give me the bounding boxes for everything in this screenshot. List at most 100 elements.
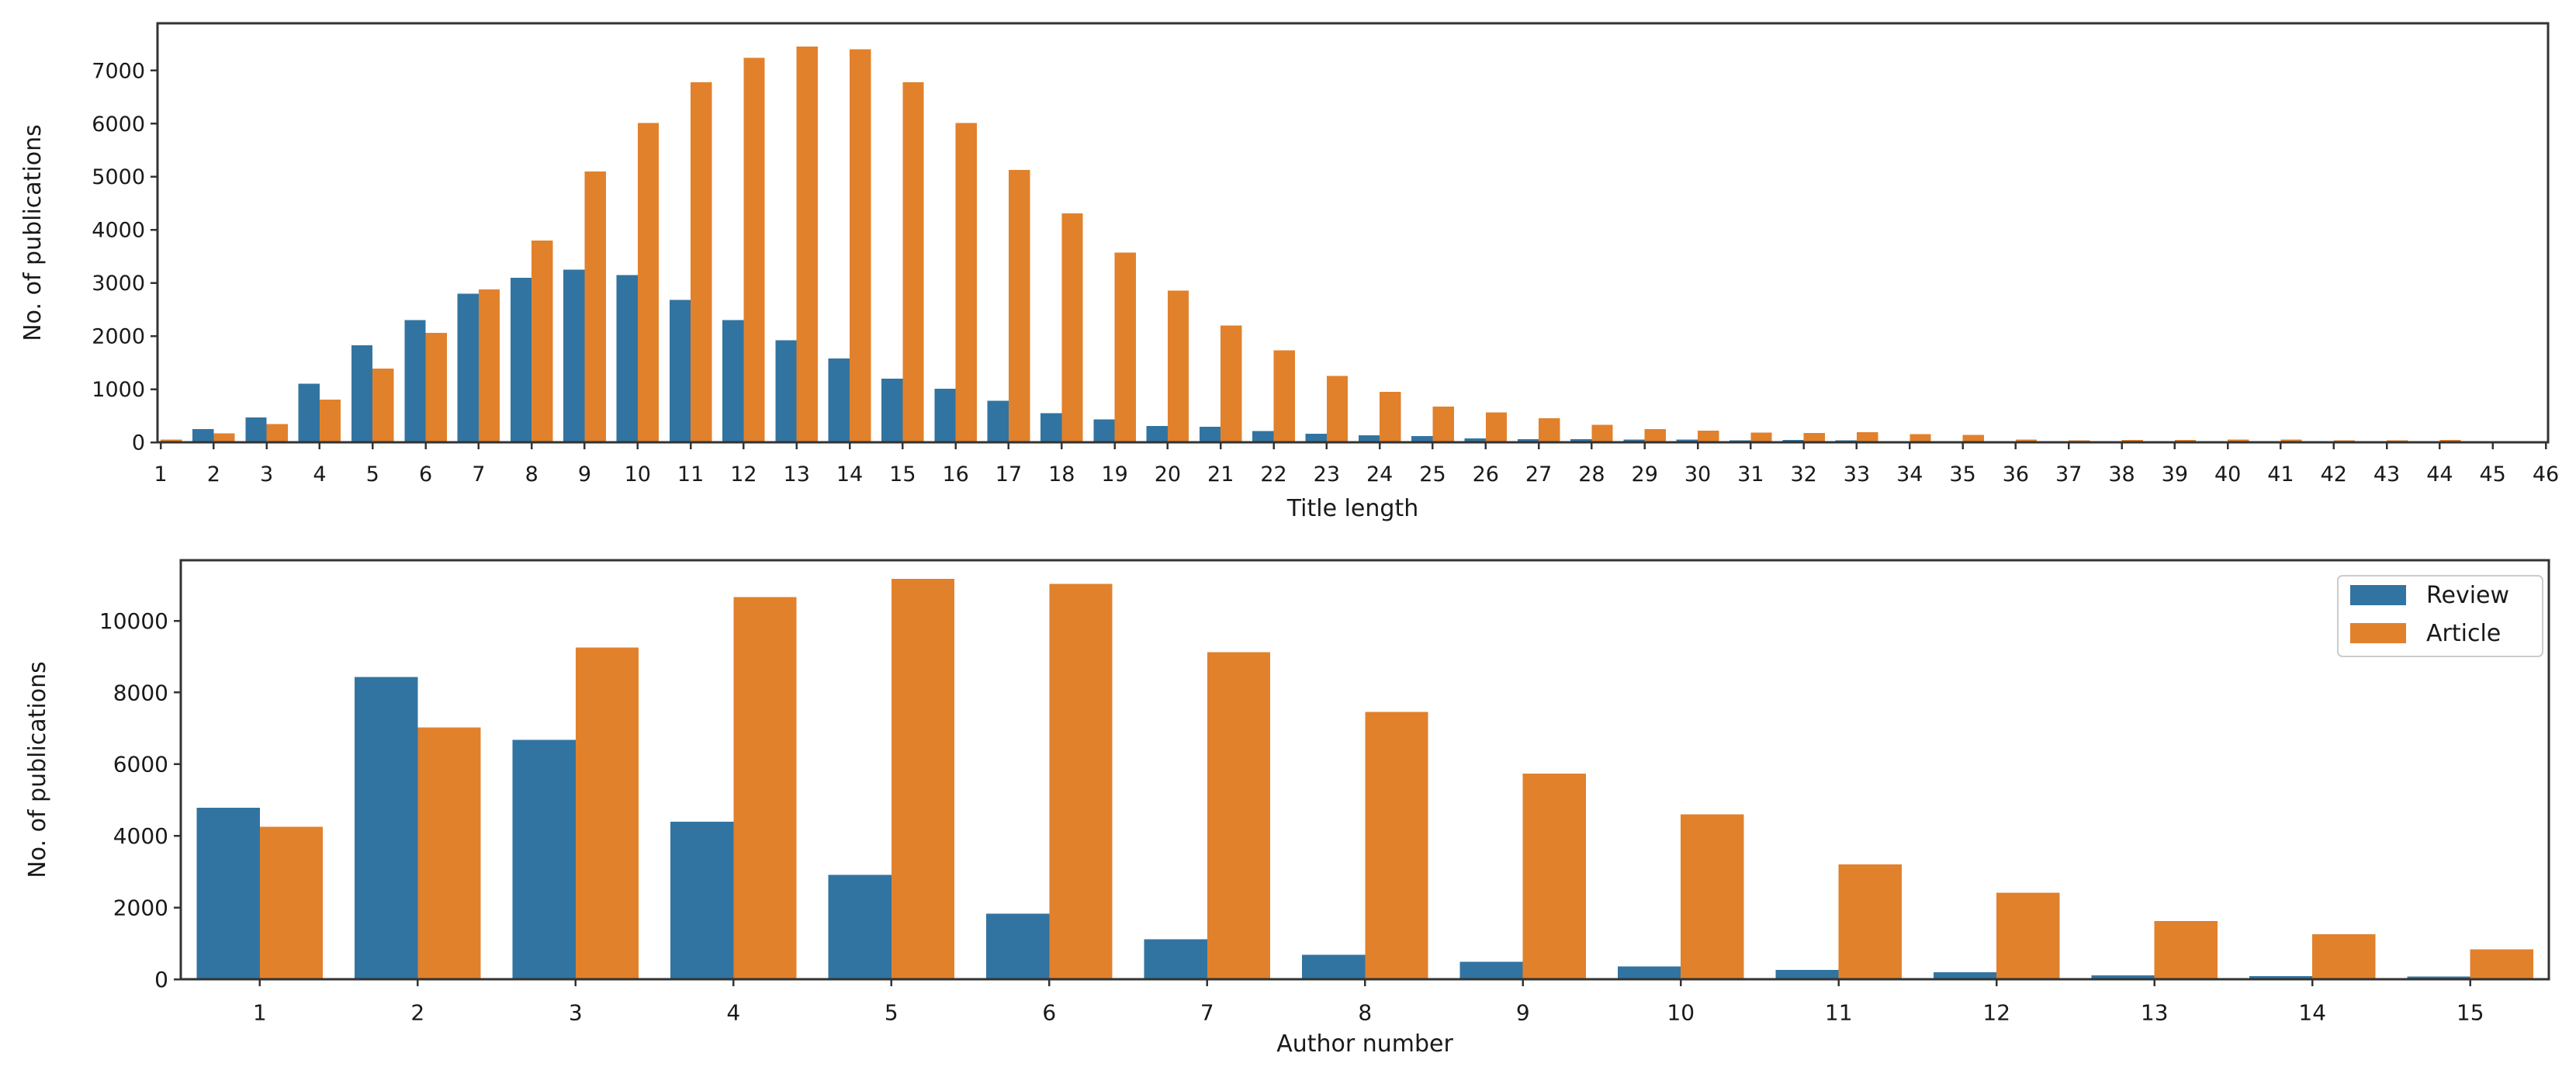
x-tick-label: 11: [677, 462, 704, 487]
y-tick-label: 5000: [92, 165, 145, 189]
y-axis-label: No. of publications: [24, 661, 51, 878]
bar-review: [1093, 419, 1115, 442]
legend-swatch-article: [2350, 623, 2406, 643]
x-tick-label: 6: [419, 462, 432, 487]
x-tick-label: 4: [313, 462, 326, 487]
x-tick-label: 14: [2298, 1000, 2326, 1026]
bar-article: [2470, 949, 2534, 979]
bar-article: [1167, 290, 1189, 442]
bar-article: [1909, 434, 1931, 442]
bar-article: [1750, 432, 1772, 442]
bar-article: [1644, 428, 1667, 442]
bar-review: [934, 388, 956, 442]
y-tick-label: 0: [132, 431, 145, 455]
bar-article: [1996, 892, 2060, 979]
bar-review: [616, 275, 638, 442]
bar-review: [2249, 975, 2313, 979]
x-tick-label: 17: [995, 462, 1022, 487]
bar-article: [1326, 376, 1349, 442]
bar-article: [213, 433, 235, 442]
x-tick-label: 42: [2321, 462, 2347, 487]
bar-review: [881, 378, 903, 442]
bar-article: [425, 333, 447, 442]
bar-review: [1199, 426, 1221, 442]
x-tick-label: 22: [1260, 462, 1286, 487]
x-tick-label: 30: [1684, 462, 1711, 487]
bar-review: [351, 345, 373, 442]
x-tick-label: 3: [569, 1000, 583, 1026]
x-axis-ticks: 1 2 3 4 5 6 7 8 9 10 11 12 13 14 15 16 17 18 19 20 21 22 23 24 2…: [154, 442, 2559, 487]
x-tick-label: 1: [154, 462, 167, 487]
y-tick-label: 8000: [113, 680, 168, 705]
y-tick-label: 7000: [92, 59, 145, 83]
y-tick-label: 4000: [92, 219, 145, 243]
bar-review: [354, 677, 418, 979]
bar-article: [161, 439, 182, 442]
series-article: [259, 579, 2534, 979]
bar-article: [891, 579, 955, 979]
x-tick-label: 38: [2108, 462, 2135, 487]
x-tick-label: 18: [1048, 462, 1075, 487]
bar-article: [1207, 652, 1271, 979]
bar-review: [404, 320, 426, 442]
x-tick-label: 23: [1314, 462, 1340, 487]
x-tick-label: 9: [578, 462, 591, 487]
bar-review: [1411, 435, 1433, 442]
x-tick-label: 8: [525, 462, 538, 487]
bar-article: [2312, 933, 2376, 979]
bar-review: [1775, 969, 1839, 979]
bar-article: [417, 727, 481, 979]
bar-article: [1539, 418, 1560, 442]
x-tick-label: 34: [1896, 462, 1923, 487]
x-tick-label: 33: [1844, 462, 1870, 487]
x-tick-label: 13: [784, 462, 810, 487]
bar-article: [2121, 439, 2143, 442]
y-tick-label: 4000: [113, 823, 168, 849]
bar-article: [1485, 412, 1508, 442]
x-tick-label: 41: [2267, 462, 2294, 487]
bar-article: [1522, 773, 1587, 979]
bar-review: [775, 340, 797, 442]
bar-article: [955, 123, 977, 442]
bar-article: [259, 826, 324, 979]
bar-review: [985, 913, 1050, 979]
bar-review: [563, 269, 585, 442]
x-tick-label: 27: [1525, 462, 1552, 487]
bar-article: [1365, 712, 1428, 979]
bar-review: [2407, 976, 2470, 979]
bar-review: [457, 293, 479, 442]
legend: Review Article: [2337, 575, 2543, 657]
bar-review: [196, 808, 260, 979]
bar-article: [584, 171, 606, 442]
x-tick-label: 19: [1101, 462, 1127, 487]
bar-article: [1838, 864, 1903, 979]
bar-article: [478, 289, 500, 442]
x-tick-label: 25: [1419, 462, 1446, 487]
x-axis-label: Author number: [1276, 1030, 1453, 1058]
bar-article: [1061, 213, 1083, 442]
bar-review: [1252, 431, 1274, 442]
x-tick-label: 7: [472, 462, 485, 487]
bars-group: [158, 47, 2548, 442]
bar-review: [1459, 961, 1523, 979]
y-tick-label: 2000: [92, 325, 145, 349]
x-tick-label: 43: [2373, 462, 2400, 487]
x-tick-label: 11: [1825, 1000, 1853, 1026]
x-tick-label: 3: [260, 462, 273, 487]
bar-article: [691, 81, 712, 442]
bar-review: [828, 874, 892, 979]
bar-article: [1856, 431, 1878, 442]
bar-review: [1305, 434, 1327, 442]
axes-frame: [156, 22, 2550, 444]
x-tick-label: 29: [1632, 462, 1658, 487]
bar-article: [319, 400, 341, 442]
y-axis-ticks: 0 1000 2000 3000 4000 5000 6000 7000: [92, 59, 158, 455]
bar-review: [1517, 438, 1539, 442]
bar-review: [512, 739, 576, 979]
x-tick-label: 1: [253, 1000, 267, 1026]
legend-item-article: Article: [2350, 620, 2501, 647]
x-tick-label: 10: [625, 462, 651, 487]
x-tick-label: 37: [2055, 462, 2082, 487]
legend-item-review: Review: [2350, 582, 2509, 609]
bar-article: [2174, 439, 2197, 442]
